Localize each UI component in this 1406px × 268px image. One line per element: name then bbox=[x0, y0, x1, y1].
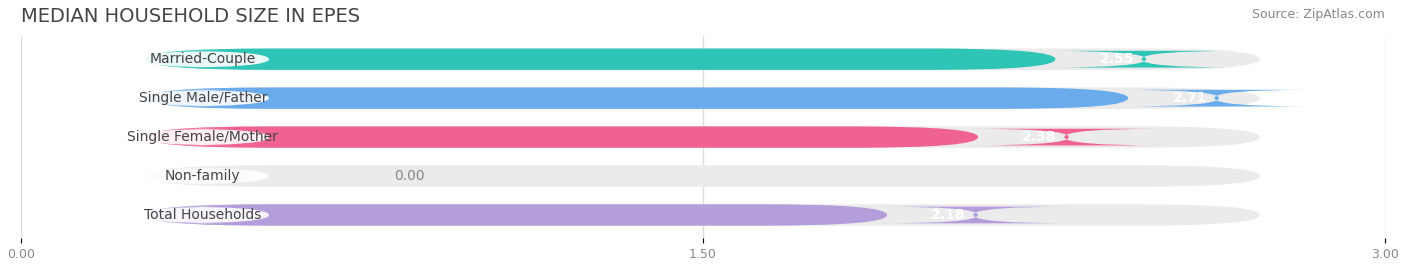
FancyBboxPatch shape bbox=[136, 207, 269, 223]
Text: Non-family: Non-family bbox=[165, 169, 240, 183]
FancyBboxPatch shape bbox=[136, 129, 269, 146]
FancyBboxPatch shape bbox=[146, 49, 1260, 70]
FancyBboxPatch shape bbox=[146, 165, 1260, 187]
FancyBboxPatch shape bbox=[146, 49, 1056, 70]
Text: 2.38: 2.38 bbox=[1022, 130, 1057, 144]
Text: Married-Couple: Married-Couple bbox=[149, 52, 256, 66]
Text: 0.00: 0.00 bbox=[394, 169, 425, 183]
FancyBboxPatch shape bbox=[146, 204, 1260, 226]
Text: Source: ZipAtlas.com: Source: ZipAtlas.com bbox=[1251, 8, 1385, 21]
FancyBboxPatch shape bbox=[146, 87, 1260, 109]
Text: 2.71: 2.71 bbox=[1173, 91, 1206, 105]
FancyBboxPatch shape bbox=[880, 207, 1071, 223]
FancyBboxPatch shape bbox=[146, 204, 887, 226]
FancyBboxPatch shape bbox=[136, 51, 269, 68]
Text: Single Female/Mother: Single Female/Mother bbox=[128, 130, 278, 144]
Text: MEDIAN HOUSEHOLD SIZE IN EPES: MEDIAN HOUSEHOLD SIZE IN EPES bbox=[21, 7, 360, 26]
FancyBboxPatch shape bbox=[136, 90, 269, 106]
FancyBboxPatch shape bbox=[146, 126, 979, 148]
Text: Total Households: Total Households bbox=[145, 208, 262, 222]
Text: Single Male/Father: Single Male/Father bbox=[139, 91, 267, 105]
FancyBboxPatch shape bbox=[146, 87, 1128, 109]
FancyBboxPatch shape bbox=[136, 168, 269, 184]
Text: 2.55: 2.55 bbox=[1099, 52, 1135, 66]
FancyBboxPatch shape bbox=[1049, 51, 1239, 68]
FancyBboxPatch shape bbox=[972, 129, 1161, 146]
Text: 2.18: 2.18 bbox=[931, 208, 966, 222]
FancyBboxPatch shape bbox=[1122, 90, 1312, 106]
FancyBboxPatch shape bbox=[146, 126, 1260, 148]
